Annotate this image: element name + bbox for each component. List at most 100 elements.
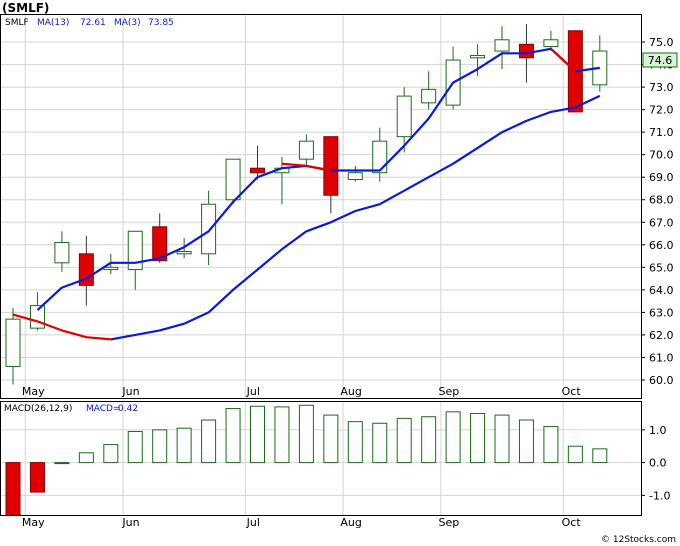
- ma3-line-red: [12, 313, 111, 341]
- macd-x-tick-label: Jun: [121, 516, 139, 529]
- chart-title: (SMLF): [2, 1, 49, 15]
- macd-bar-positive: [421, 416, 437, 464]
- price-y-tick-label: 61.0: [649, 351, 674, 364]
- price-grid: [1, 15, 641, 398]
- macd-bar-positive: [274, 406, 290, 464]
- macd-bar-positive: [396, 417, 412, 464]
- macd-bar-positive: [372, 422, 388, 464]
- ma3-line-red: [550, 47, 577, 73]
- macd-legend-label: MACD(26,12,9): [4, 404, 72, 414]
- price-y-tick-label: 75.0: [649, 36, 674, 49]
- candle-up: [54, 242, 70, 264]
- price-y-tick-label: 67.0: [649, 216, 674, 229]
- macd-bars: [5, 404, 608, 516]
- macd-bar-positive: [567, 445, 583, 464]
- ma-slow-line: [110, 322, 185, 341]
- macd-bar-positive: [347, 421, 363, 464]
- macd-y-tick-label: -1.0: [649, 489, 670, 502]
- price-x-tick-label: Oct: [562, 385, 582, 398]
- price-x-tick-label: Jun: [121, 385, 139, 398]
- candle-up: [347, 172, 363, 180]
- legend-ma13-value: 72.61: [80, 18, 106, 28]
- price-y-tick-label: 66.0: [649, 239, 674, 252]
- price-y-tick-label: 63.0: [649, 306, 674, 319]
- candle-up: [127, 230, 143, 271]
- macd-bar-positive: [103, 444, 119, 464]
- price-y-tick-label: 73.0: [649, 81, 674, 94]
- price-y-tick-label: 71.0: [649, 126, 674, 139]
- candle-up: [5, 318, 21, 367]
- macd-y-tick-label: 0.0: [649, 457, 667, 470]
- macd-bar-positive: [518, 419, 534, 464]
- price-y-tick-label: 69.0: [649, 171, 674, 184]
- candle-up: [176, 251, 192, 255]
- macd-bar-positive: [298, 404, 314, 464]
- price-x-tick-label: May: [22, 385, 45, 398]
- macd-bar-positive: [176, 427, 192, 464]
- price-y-tick-label: 64.0: [649, 284, 674, 297]
- macd-x-tick-label: May: [22, 516, 45, 529]
- candle-down: [518, 43, 534, 59]
- macd-bar-negative: [29, 462, 45, 493]
- candle-up: [103, 266, 119, 271]
- candle-up: [543, 39, 559, 48]
- macd-bar-positive: [470, 412, 486, 464]
- macd-legend-macd-label: MACD=: [86, 404, 121, 414]
- macd-x-tick-labels: May Jun Jul Aug Sep Oct: [22, 516, 581, 529]
- candle-up: [225, 158, 241, 201]
- macd-x-tick-label: Aug: [340, 516, 361, 529]
- price-candles: [5, 24, 608, 385]
- price-x-tick-label: Sep: [439, 385, 460, 398]
- price-x-tick-labels: May Jun Jul Aug Sep Oct: [22, 385, 581, 398]
- candle-down: [323, 136, 339, 196]
- legend-symbol: SMLF: [5, 18, 29, 28]
- macd-bar-positive: [127, 430, 143, 464]
- candle-down: [250, 167, 265, 174]
- price-y-tick-label: 72.0: [649, 104, 674, 117]
- macd-bar-positive: [225, 408, 241, 464]
- macd-bar-positive: [445, 411, 461, 464]
- legend-ma13-label: MA(13): [37, 18, 69, 28]
- ma3-line-red: [281, 162, 332, 172]
- macd-x-tick-label: Jul: [246, 516, 260, 529]
- price-y-tick-labels: 60.0 61.0 62.0 63.0 64.0 65.0 66.0 67.0 68.0 69.0…: [641, 36, 674, 387]
- price-y-tick-label: 70.0: [649, 149, 674, 162]
- macd-bar-positive: [250, 405, 265, 464]
- macd-bar-positive: [592, 448, 608, 464]
- last-price-value: 74.6: [648, 54, 673, 67]
- price-panel-frame: [0, 14, 642, 399]
- macd-y-tick-label: 1.0: [649, 424, 667, 437]
- price-y-tick-label: 68.0: [649, 194, 674, 207]
- ma-slow-line: [183, 94, 601, 325]
- price-x-tick-label: Aug: [340, 385, 361, 398]
- macd-bar-positive: [323, 414, 339, 464]
- macd-bar-positive: [54, 462, 70, 465]
- candle-up: [470, 55, 486, 59]
- price-y-tick-label: 60.0: [649, 374, 674, 387]
- candle-up: [201, 203, 217, 255]
- candle-up: [372, 140, 388, 174]
- macd-x-tick-label: Oct: [562, 516, 582, 529]
- moving-average-lines: [12, 47, 601, 341]
- price-y-tick-label: 65.0: [649, 261, 674, 274]
- macd-bar-negative: [5, 462, 21, 516]
- legend-ma3-value: 73.85: [148, 18, 174, 28]
- candle-up: [494, 39, 510, 52]
- candle-up: [298, 140, 314, 160]
- price-y-tick-label: 62.0: [649, 329, 674, 342]
- macd-bar-positive: [201, 419, 217, 464]
- watermark: © 12Stocks.com: [601, 535, 676, 545]
- legend-ma3-label: MA(3): [114, 18, 141, 28]
- last-price-badge: [642, 52, 678, 68]
- macd-bar-positive: [494, 414, 510, 464]
- macd-bar-positive: [543, 426, 559, 464]
- macd-x-tick-label: Sep: [439, 516, 460, 529]
- macd-y-tick-labels: -1.0 0.0 1.0: [641, 424, 670, 502]
- candle-down: [152, 226, 168, 262]
- candle-up: [396, 95, 412, 138]
- candle-up: [421, 88, 437, 104]
- price-x-tick-label: Jul: [246, 385, 260, 398]
- macd-bar-positive: [152, 429, 168, 464]
- macd-legend-macd-value: 0.42: [118, 404, 138, 414]
